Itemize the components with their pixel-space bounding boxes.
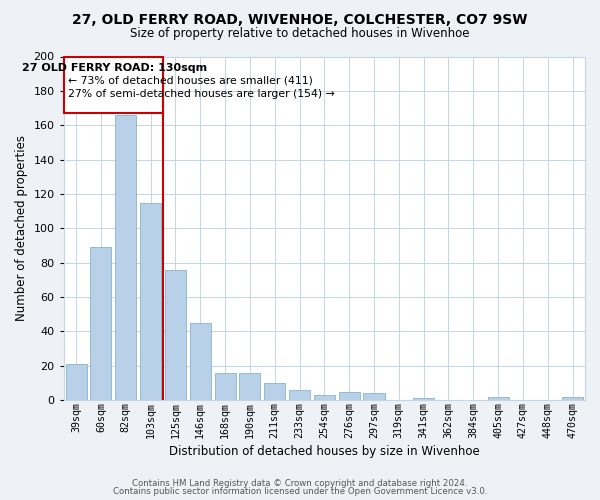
Bar <box>190 323 211 400</box>
Text: 27 OLD FERRY ROAD: 130sqm: 27 OLD FERRY ROAD: 130sqm <box>22 62 208 72</box>
Bar <box>413 398 434 400</box>
X-axis label: Distribution of detached houses by size in Wivenhoe: Distribution of detached houses by size … <box>169 444 480 458</box>
Bar <box>289 390 310 400</box>
Bar <box>338 392 360 400</box>
Text: 27% of semi-detached houses are larger (154) →: 27% of semi-detached houses are larger (… <box>68 89 335 99</box>
Text: ← 73% of detached houses are smaller (411): ← 73% of detached houses are smaller (41… <box>68 76 313 86</box>
Text: Contains HM Land Registry data © Crown copyright and database right 2024.: Contains HM Land Registry data © Crown c… <box>132 478 468 488</box>
Text: 27, OLD FERRY ROAD, WIVENHOE, COLCHESTER, CO7 9SW: 27, OLD FERRY ROAD, WIVENHOE, COLCHESTER… <box>72 12 528 26</box>
Text: Size of property relative to detached houses in Wivenhoe: Size of property relative to detached ho… <box>130 28 470 40</box>
Bar <box>140 202 161 400</box>
Bar <box>364 394 385 400</box>
Bar <box>215 372 236 400</box>
Bar <box>562 396 583 400</box>
Bar <box>91 247 112 400</box>
Bar <box>115 115 136 400</box>
Bar <box>488 396 509 400</box>
Text: Contains public sector information licensed under the Open Government Licence v3: Contains public sector information licen… <box>113 487 487 496</box>
FancyBboxPatch shape <box>64 56 163 113</box>
Bar <box>239 372 260 400</box>
Bar <box>165 270 186 400</box>
Y-axis label: Number of detached properties: Number of detached properties <box>15 136 28 322</box>
Bar <box>264 383 285 400</box>
Bar <box>314 395 335 400</box>
Bar <box>65 364 86 400</box>
